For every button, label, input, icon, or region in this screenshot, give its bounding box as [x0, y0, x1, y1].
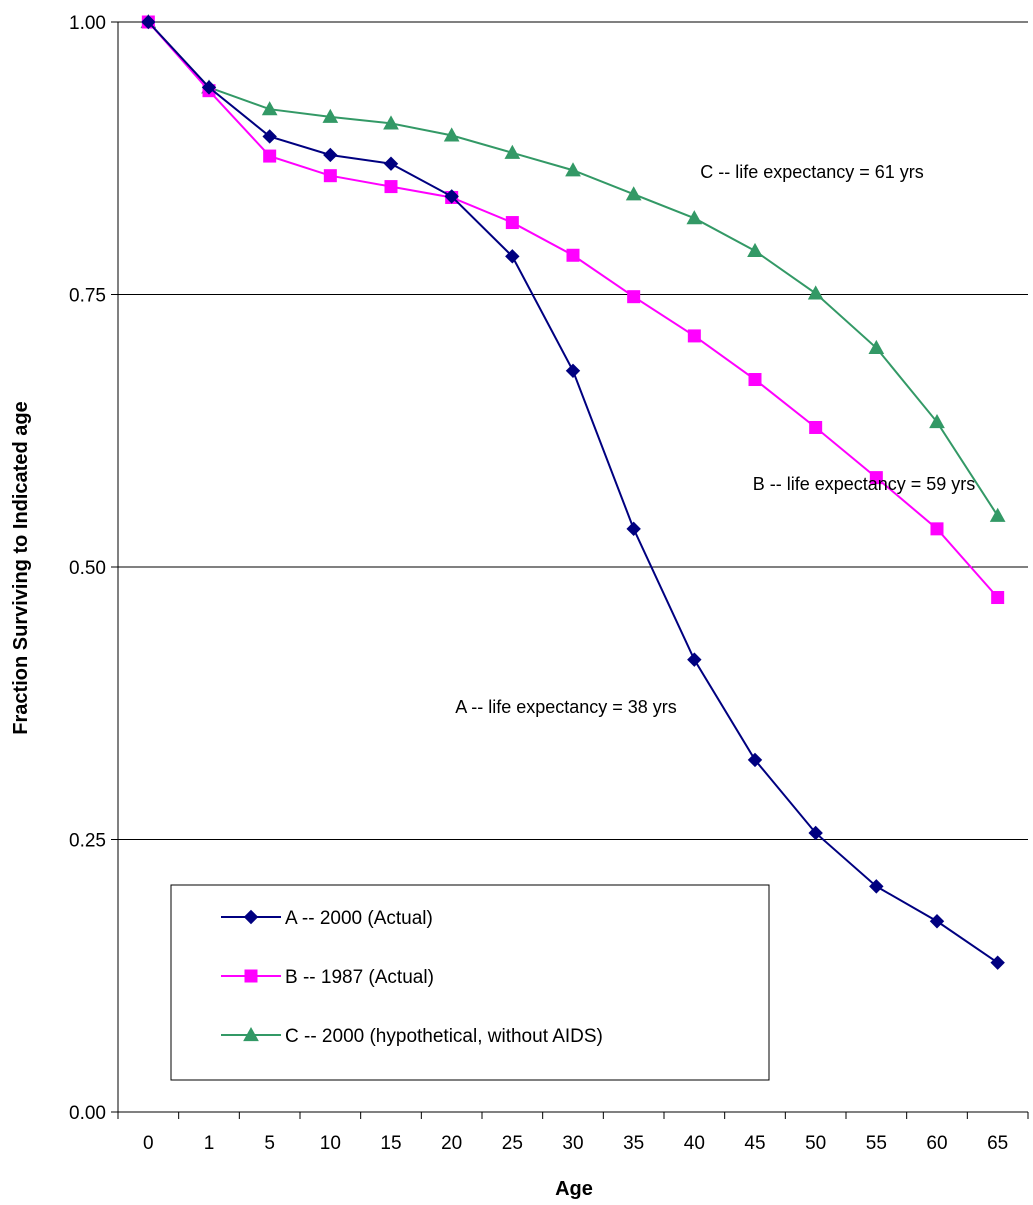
y-tick-labels: 0.00 0.25 0.50 0.75 1.00 — [69, 13, 106, 1124]
x-tick-label: 55 — [866, 1133, 887, 1154]
gridlines — [118, 21, 1028, 840]
data-point-b — [505, 216, 519, 230]
series-a — [141, 14, 1005, 970]
data-point-c — [322, 108, 339, 123]
legend: A -- 2000 (Actual) B -- 1987 (Actual) C --… — [170, 884, 770, 1081]
legend-label-a: A -- 2000 (Actual) — [285, 908, 433, 929]
x-tick-label: 35 — [623, 1133, 644, 1154]
x-tick-label: 1 — [204, 1133, 215, 1154]
y-tick-label: 1.00 — [69, 13, 106, 34]
data-point-c — [443, 127, 460, 142]
data-point-b — [809, 420, 823, 434]
series-b — [141, 15, 1005, 605]
data-point-a — [687, 652, 702, 667]
data-point-a — [323, 147, 338, 163]
data-point-a — [141, 14, 156, 30]
legend-box — [170, 884, 770, 1081]
axes — [111, 21, 1029, 1119]
legend-label-b: B -- 1987 (Actual) — [285, 967, 434, 988]
data-point-a — [444, 189, 459, 204]
annotations: C -- life expectancy = 61 yrs B -- life e… — [455, 162, 975, 717]
data-point-b — [627, 290, 641, 304]
data-point-a — [626, 521, 641, 537]
data-point-a — [929, 914, 945, 929]
data-point-c — [261, 101, 278, 116]
data-point-b — [263, 149, 277, 163]
x-tick-label: 60 — [926, 1133, 947, 1154]
data-point-c — [807, 285, 824, 300]
y-tick-label: 0.00 — [69, 1103, 106, 1124]
data-point-c — [383, 115, 399, 130]
data-point-c — [504, 144, 521, 159]
data-point-b — [748, 373, 762, 387]
data-point-c — [929, 414, 945, 429]
x-tick-label: 0 — [143, 1133, 154, 1154]
x-tick-label: 50 — [805, 1133, 826, 1154]
data-point-a — [990, 955, 1005, 970]
data-point-c — [565, 162, 581, 177]
legend-marker-b — [244, 969, 258, 983]
series-c — [140, 13, 1006, 522]
y-tick-label: 0.50 — [69, 558, 106, 579]
legend-marker-c — [243, 1026, 259, 1042]
series-group — [140, 13, 1006, 970]
x-tick-label: 45 — [744, 1133, 765, 1154]
legend-label-c: C -- 2000 (hypothetical, without AIDS) — [285, 1026, 603, 1047]
data-point-b — [930, 522, 944, 536]
data-point-c — [747, 242, 763, 257]
x-tick-label: 10 — [320, 1133, 341, 1154]
series-line-c — [147, 21, 999, 517]
data-point-a — [201, 80, 217, 95]
data-point-b — [991, 591, 1005, 605]
data-point-a — [869, 879, 884, 894]
y-tick-label: 0.25 — [69, 831, 106, 852]
data-point-a — [747, 752, 763, 768]
series-line-b — [147, 21, 999, 599]
x-axis-label: Age — [555, 1178, 593, 1200]
data-point-c — [625, 186, 642, 201]
x-tick-label: 65 — [987, 1133, 1008, 1154]
x-tick-label: 15 — [380, 1133, 401, 1154]
data-point-a — [262, 129, 277, 144]
x-tick-label: 25 — [502, 1133, 523, 1154]
data-point-b — [566, 248, 580, 262]
x-tick-label: 40 — [684, 1133, 705, 1154]
x-tick-label: 5 — [264, 1133, 275, 1154]
data-point-a — [808, 825, 823, 841]
data-point-a — [505, 249, 520, 264]
legend-marker-a — [243, 909, 259, 925]
data-point-a — [565, 363, 581, 379]
x-tick-label: 30 — [562, 1133, 583, 1154]
annotation-c: C -- life expectancy = 61 yrs — [700, 162, 924, 182]
data-point-c — [868, 339, 885, 355]
data-point-b — [869, 471, 883, 485]
y-tick-label: 0.75 — [69, 286, 106, 307]
x-tick-label: 20 — [441, 1133, 462, 1154]
data-point-a — [383, 156, 399, 171]
data-point-b — [323, 169, 337, 183]
data-point-c — [989, 507, 1006, 522]
annotation-b: B -- life expectancy = 59 yrs — [753, 474, 976, 494]
data-point-b — [384, 180, 398, 194]
y-axis-label: Fraction Surviving to Indicated age — [10, 401, 32, 734]
data-point-b — [687, 329, 701, 343]
x-tick-labels: 0 1 5 10 15 20 25 30 35 40 45 50 55 60 65 — [143, 1133, 1008, 1154]
data-point-c — [686, 210, 703, 225]
annotation-a: A -- life expectancy = 38 yrs — [455, 697, 677, 717]
